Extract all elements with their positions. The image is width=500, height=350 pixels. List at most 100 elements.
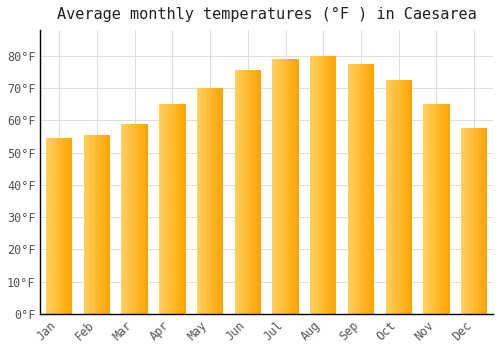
Bar (104, 135, 105, 314)
Bar (216, 88, 218, 314)
Bar (142, 124, 144, 314)
Bar (145, 124, 146, 314)
Bar (183, 104, 184, 314)
Bar (387, 80, 388, 314)
Bar (109, 135, 110, 314)
Bar (286, 59, 287, 314)
Title: Average monthly temperatures (°F ) in Caesarea: Average monthly temperatures (°F ) in Ca… (57, 7, 476, 22)
Bar (198, 88, 200, 314)
Bar (256, 70, 257, 314)
Bar (295, 59, 296, 314)
Bar (436, 104, 438, 314)
Bar (166, 104, 167, 314)
Bar (242, 70, 244, 314)
Bar (366, 64, 368, 314)
Bar (316, 56, 318, 314)
Bar (98, 135, 100, 314)
Bar (93, 135, 94, 314)
Bar (468, 128, 469, 314)
Bar (465, 128, 466, 314)
Bar (282, 59, 283, 314)
Bar (481, 128, 482, 314)
Bar (279, 59, 280, 314)
Bar (373, 64, 374, 314)
Bar (141, 124, 142, 314)
Bar (390, 80, 391, 314)
Bar (473, 128, 474, 314)
Bar (52, 138, 54, 314)
Bar (312, 56, 314, 314)
Bar (176, 104, 178, 314)
Bar (328, 56, 330, 314)
Bar (461, 128, 462, 314)
Bar (167, 104, 168, 314)
Bar (201, 88, 202, 314)
Bar (248, 70, 249, 314)
Bar (172, 104, 174, 314)
Bar (182, 104, 183, 314)
Bar (209, 88, 210, 314)
Bar (484, 128, 485, 314)
Bar (332, 56, 334, 314)
Bar (179, 104, 180, 314)
Bar (430, 104, 431, 314)
Bar (54, 138, 55, 314)
Bar (46, 138, 48, 314)
Bar (391, 80, 392, 314)
Bar (370, 64, 372, 314)
Bar (214, 88, 216, 314)
Bar (372, 64, 373, 314)
Bar (357, 64, 358, 314)
Bar (350, 64, 352, 314)
Bar (432, 104, 434, 314)
Bar (486, 128, 488, 314)
Bar (249, 70, 250, 314)
Bar (234, 70, 236, 314)
Bar (361, 64, 362, 314)
Bar (162, 104, 163, 314)
Bar (428, 104, 430, 314)
Bar (64, 138, 66, 314)
Bar (128, 124, 130, 314)
Bar (210, 88, 212, 314)
Bar (100, 135, 101, 314)
Bar (334, 56, 335, 314)
Bar (175, 104, 176, 314)
Bar (294, 59, 295, 314)
Bar (246, 70, 248, 314)
Bar (310, 56, 312, 314)
Bar (84, 135, 85, 314)
Bar (443, 104, 444, 314)
Bar (160, 104, 162, 314)
Bar (400, 80, 402, 314)
Bar (470, 128, 472, 314)
Bar (86, 135, 88, 314)
Bar (60, 138, 62, 314)
Bar (331, 56, 332, 314)
Bar (134, 124, 136, 314)
Bar (477, 128, 478, 314)
Bar (106, 135, 108, 314)
Bar (257, 70, 258, 314)
Bar (298, 59, 299, 314)
Bar (392, 80, 394, 314)
Bar (278, 59, 279, 314)
Bar (322, 56, 324, 314)
Bar (402, 80, 404, 314)
Bar (168, 104, 170, 314)
Bar (431, 104, 432, 314)
Bar (283, 59, 284, 314)
Bar (146, 124, 148, 314)
Bar (424, 104, 426, 314)
Bar (354, 64, 356, 314)
Bar (394, 80, 395, 314)
Bar (352, 64, 353, 314)
Bar (364, 64, 365, 314)
Bar (260, 70, 261, 314)
Bar (284, 59, 286, 314)
Bar (236, 70, 238, 314)
Bar (446, 104, 447, 314)
Bar (67, 138, 68, 314)
Bar (50, 138, 51, 314)
Bar (222, 88, 224, 314)
